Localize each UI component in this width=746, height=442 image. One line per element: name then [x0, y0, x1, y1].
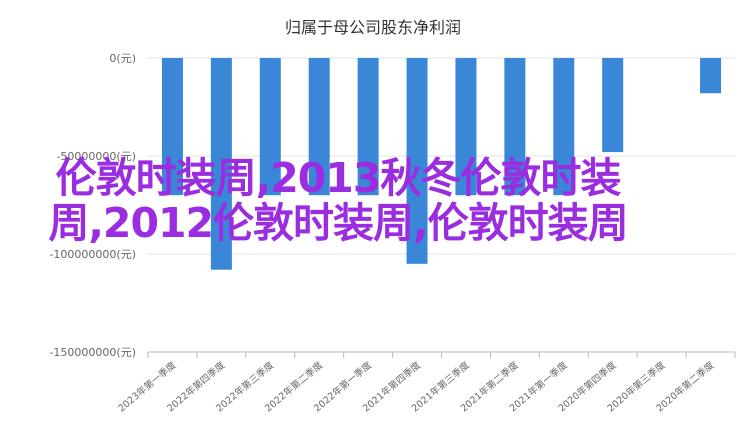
grid-lines: [148, 57, 735, 353]
bar: [357, 58, 379, 196]
bar: [455, 58, 477, 196]
bar: [259, 58, 281, 196]
y-tick-label: 0(元): [109, 52, 136, 65]
y-tick-label: -100000000(元): [49, 248, 136, 261]
bars: [161, 58, 722, 270]
bar: [553, 58, 575, 196]
y-tick-label: -50000000(元): [56, 150, 136, 163]
bar: [700, 58, 722, 94]
bar: [504, 58, 526, 196]
chart-title: 归属于母公司股东净利润: [285, 18, 461, 37]
x-axis: 2023年第一季度2022年第四季度2022年第三季度2022年第二季度2022…: [116, 352, 736, 414]
y-axis: 0(元) -50000000(元) -100000000(元) -150000000(…: [49, 52, 136, 359]
bar: [602, 58, 624, 153]
y-tick-label: -150000000(元): [49, 346, 136, 359]
bar: [308, 58, 330, 196]
bar: [406, 58, 428, 264]
bar: [161, 58, 183, 196]
bar: [210, 58, 232, 270]
